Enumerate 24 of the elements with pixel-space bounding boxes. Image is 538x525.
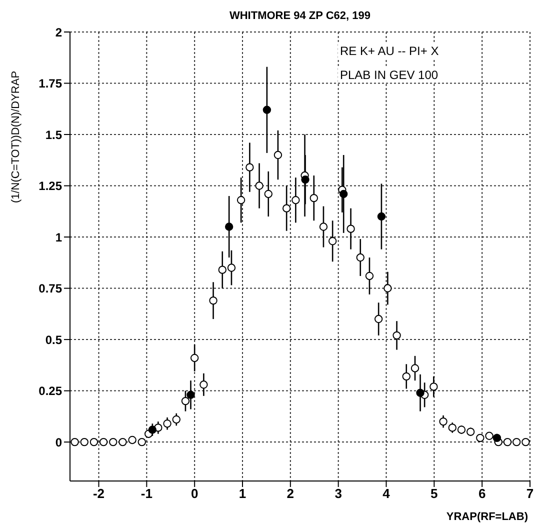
y-tick-label: 0.25 [38,384,62,398]
x-tick-label: 3 [334,486,342,502]
y-axis-title: (1/N(C=TOT))D(N)/DYRAP [10,70,22,204]
y-tick-label: 0 [55,435,62,450]
y-tick-label: 1.5 [45,128,62,142]
x-tick-label: 2 [286,486,294,502]
y-tick-label: 0.75 [38,282,62,296]
x-tick-label: 5 [430,486,438,502]
x-axis-title: YRAP(RF=LAB) [446,511,528,523]
y-tick-label: 0.5 [45,332,62,347]
x-tick-label: -2 [92,486,105,502]
x-tick-label: 4 [382,486,391,502]
y-tick-label: 1 [55,230,62,244]
x-tick-label: 0 [190,486,198,502]
y-tick-label: 2 [55,25,62,40]
x-tick-label: 1 [238,486,246,502]
x-tick-label: 6 [478,486,486,502]
y-tick-label: 1.75 [38,76,62,91]
y-tick-label: 1.25 [38,179,62,194]
x-tick-label: 7 [526,486,534,502]
x-tick-label: -1 [140,486,152,502]
chart-title: WHITMORE 94 ZP C62, 199 [228,10,372,22]
annotation: PLAB IN GEV 100 [338,68,440,82]
annotation: RE K+ AU -- PI+ X [338,44,441,58]
